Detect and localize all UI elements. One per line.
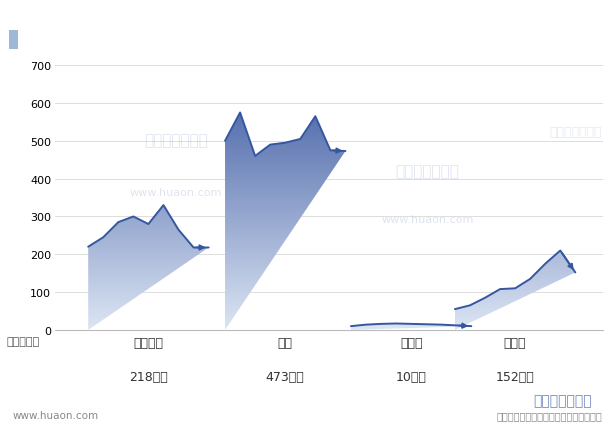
Text: 资料来源：保监会；华经产业研究院整理: 资料来源：保监会；华经产业研究院整理 (497, 410, 603, 420)
Text: www.huaon.com: www.huaon.com (12, 410, 98, 420)
Text: 152亿元: 152亿元 (496, 371, 534, 383)
FancyBboxPatch shape (9, 31, 18, 49)
Text: 华经情报网: 华经情报网 (34, 23, 69, 36)
Text: 寿险: 寿险 (278, 337, 293, 349)
Text: www.huaon.com: www.huaon.com (130, 188, 222, 198)
Text: 473亿元: 473亿元 (266, 371, 304, 383)
Text: 健康险: 健康险 (504, 337, 526, 349)
Text: 华经产业研究院: 华经产业研究院 (549, 126, 601, 138)
FancyBboxPatch shape (6, 9, 22, 28)
Text: 华经产业研究院: 华经产业研究院 (144, 132, 208, 147)
Text: 华经产业研究院: 华经产业研究院 (395, 164, 459, 179)
Text: 218亿元: 218亿元 (129, 371, 168, 383)
Text: 专业严谨 • 客观科学: 专业严谨 • 客观科学 (530, 25, 597, 35)
Text: 意外险: 意外险 (400, 337, 423, 349)
Text: 10亿元: 10亿元 (395, 371, 427, 383)
Text: 2016-2024年1-7月辽宁保险分险种收入统计: 2016-2024年1-7月辽宁保险分险种收入统计 (183, 23, 432, 38)
Text: 华经产业研究院: 华经产业研究院 (533, 394, 592, 407)
Text: www.huaon.com: www.huaon.com (381, 214, 474, 224)
Text: 单位：亿元: 单位：亿元 (6, 336, 39, 346)
Text: 财产保险: 财产保险 (133, 337, 164, 349)
